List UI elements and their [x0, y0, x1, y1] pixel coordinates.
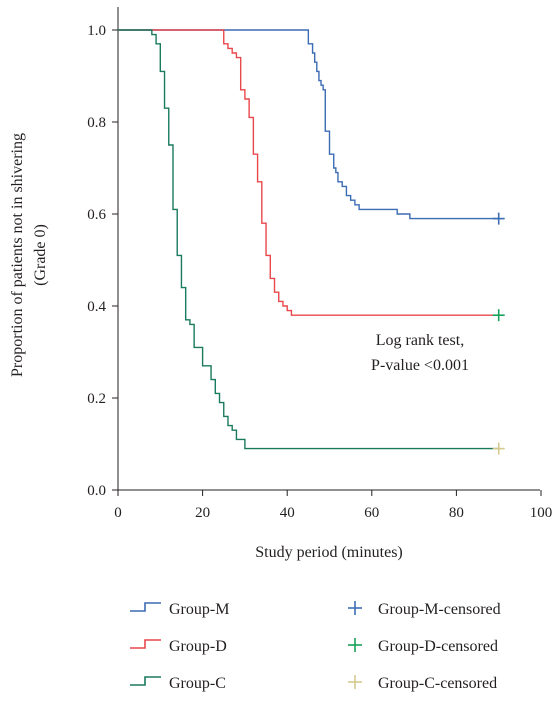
legend-item-group-m: Group-M	[130, 601, 229, 618]
legend-item-group-c-censored: Group-C-censored	[348, 675, 497, 692]
x-tick-label: 40	[280, 505, 295, 521]
censor-mark-group-c-censored	[492, 442, 505, 455]
x-tick-label: 80	[449, 505, 464, 521]
legend-label: Group-C	[169, 675, 226, 692]
legend-step-icon	[130, 676, 161, 686]
annotation-line-1: Log rank test,	[376, 332, 464, 349]
y-tick-label: 1.0	[87, 23, 106, 39]
series-line-group-m	[118, 29, 499, 220]
legend: Group-M Group-D Group-C Group-M-censored Gro…	[130, 601, 501, 692]
x-axis-title: Study period (minutes)	[255, 544, 403, 561]
x-tick-label: 0	[114, 505, 122, 521]
legend-label: Group-M	[169, 601, 229, 618]
legend-item-group-d: Group-D	[130, 638, 227, 655]
x-tick-label: 60	[364, 505, 379, 521]
legend-item-group-d-censored: Group-D-censored	[348, 638, 498, 655]
legend-item-group-c: Group-C	[130, 675, 226, 692]
x-ticks: 0 20 40 60 80 100	[114, 490, 552, 521]
censor-mark-group-m-censored	[492, 212, 505, 225]
y-tick-label: 0.4	[87, 299, 106, 315]
censor-layer	[492, 212, 505, 455]
y-ticks: 0.0 0.2 0.4 0.6 0.8 1.0	[87, 23, 118, 499]
legend-item-group-m-censored: Group-M-censored	[348, 601, 501, 618]
legend-step-icon	[130, 639, 161, 649]
y-axis-title-line2: (Grade 0)	[32, 224, 49, 286]
legend-step-icon	[130, 602, 161, 612]
y-tick-label: 0.6	[87, 207, 106, 223]
y-tick-label: 0.0	[87, 483, 106, 499]
series-line-group-d	[118, 29, 499, 316]
y-axis-title: Proportion of patients not in shivering	[9, 133, 26, 377]
series-line-group-c	[118, 29, 499, 450]
legend-label: Group-C-censored	[378, 675, 497, 692]
axes	[117, 7, 540, 491]
y-tick-label: 0.2	[87, 391, 106, 407]
legend-label: Group-D-censored	[378, 638, 498, 655]
x-tick-label: 20	[195, 505, 210, 521]
legend-label: Group-D	[169, 638, 227, 655]
censor-mark-group-d-censored	[492, 309, 505, 322]
annotation-line-2: P-value <0.001	[371, 357, 469, 374]
y-tick-label: 0.8	[87, 115, 106, 131]
series-layer	[118, 29, 499, 450]
legend-label: Group-M-censored	[378, 601, 501, 618]
x-tick-label: 100	[530, 505, 553, 521]
